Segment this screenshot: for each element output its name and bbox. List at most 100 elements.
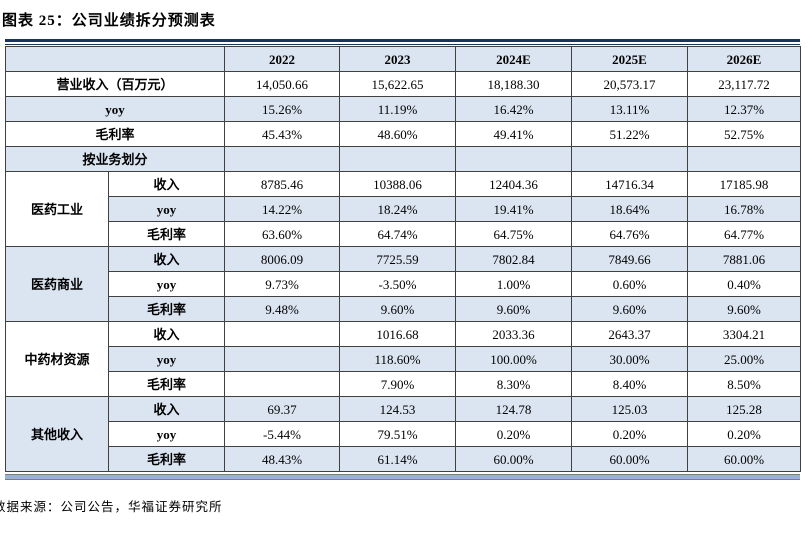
section-label: 医药工业 bbox=[5, 171, 109, 247]
metric-label: yoy bbox=[108, 421, 225, 447]
metric-label: yoy bbox=[108, 196, 225, 222]
value-cell: 0.20% bbox=[455, 421, 572, 447]
table-row: yoy 15.26% 11.19% 16.42% 13.11% 12.37% bbox=[5, 96, 801, 122]
value-cell: 7725.59 bbox=[339, 246, 456, 272]
metric-label: 毛利率 bbox=[108, 296, 225, 322]
value-cell: 14,050.66 bbox=[224, 71, 340, 97]
value-cell: 18,188.30 bbox=[455, 71, 572, 97]
value-cell: 7849.66 bbox=[571, 246, 688, 272]
value-cell: 64.75% bbox=[455, 221, 572, 247]
row-label: 营业收入（百万元） bbox=[5, 71, 225, 97]
table-row: 毛利率 45.43% 48.60% 49.41% 51.22% 52.75% bbox=[5, 121, 801, 147]
value-cell: 60.00% bbox=[571, 446, 688, 472]
empty-cell bbox=[687, 146, 801, 172]
metric-label: 收入 bbox=[108, 321, 225, 347]
header-empty-cell bbox=[5, 46, 225, 72]
empty-cell bbox=[455, 146, 572, 172]
row-label: 毛利率 bbox=[5, 121, 225, 147]
value-cell: 2643.37 bbox=[571, 321, 688, 347]
table-top-border-gap bbox=[5, 42, 800, 44]
value-cell: 30.00% bbox=[571, 346, 688, 372]
value-cell: 16.78% bbox=[687, 196, 801, 222]
value-cell: 7881.06 bbox=[687, 246, 801, 272]
metric-label: 收入 bbox=[108, 396, 225, 422]
metric-label: 毛利率 bbox=[108, 221, 225, 247]
value-cell: 25.00% bbox=[687, 346, 801, 372]
value-cell: 14.22% bbox=[224, 196, 340, 222]
value-cell: 18.24% bbox=[339, 196, 456, 222]
value-cell: 12.37% bbox=[687, 96, 801, 122]
value-cell: 52.75% bbox=[687, 121, 801, 147]
value-cell: 48.43% bbox=[224, 446, 340, 472]
value-cell: 13.11% bbox=[571, 96, 688, 122]
value-cell: 7.90% bbox=[339, 371, 456, 397]
value-cell: 0.20% bbox=[571, 421, 688, 447]
metric-label: yoy bbox=[108, 346, 225, 372]
table-row: yoy 118.60% 100.00% 30.00% 25.00% bbox=[5, 346, 801, 372]
section-label: 医药商业 bbox=[5, 246, 109, 322]
value-cell: 9.60% bbox=[339, 296, 456, 322]
value-cell: 12404.36 bbox=[455, 171, 572, 197]
value-cell: 15,622.65 bbox=[339, 71, 456, 97]
value-cell: 64.74% bbox=[339, 221, 456, 247]
value-cell: 0.60% bbox=[571, 271, 688, 297]
table-row: yoy 9.73% -3.50% 1.00% 0.60% 0.40% bbox=[5, 271, 801, 297]
empty-cell bbox=[339, 146, 456, 172]
value-cell: 16.42% bbox=[455, 96, 572, 122]
value-cell: 100.00% bbox=[455, 346, 572, 372]
metric-label: 毛利率 bbox=[108, 371, 225, 397]
value-cell bbox=[224, 321, 340, 347]
empty-cell bbox=[571, 146, 688, 172]
value-cell: 3304.21 bbox=[687, 321, 801, 347]
table-row: 毛利率 7.90% 8.30% 8.40% 8.50% bbox=[5, 371, 801, 397]
value-cell: 118.60% bbox=[339, 346, 456, 372]
value-cell: 8.50% bbox=[687, 371, 801, 397]
empty-cell bbox=[224, 146, 340, 172]
metric-label: yoy bbox=[108, 271, 225, 297]
year-header: 2026E bbox=[687, 46, 801, 72]
row-label: yoy bbox=[5, 96, 225, 122]
data-source-note: 数据来源：公司公告，华福证券研究所 bbox=[0, 500, 223, 514]
section-label: 中药材资源 bbox=[5, 321, 109, 397]
table-row: 医药工业 收入 8785.46 10388.06 12404.36 14716.… bbox=[5, 171, 801, 247]
value-cell: 23,117.72 bbox=[687, 71, 801, 97]
value-cell: 11.19% bbox=[339, 96, 456, 122]
value-cell: 125.28 bbox=[687, 396, 801, 422]
value-cell: 61.14% bbox=[339, 446, 456, 472]
value-cell: 69.37 bbox=[224, 396, 340, 422]
value-cell: 8785.46 bbox=[224, 171, 340, 197]
table-row: 中药材资源 收入 1016.68 2033.36 2643.37 3304.21 bbox=[5, 321, 801, 397]
value-cell: 9.60% bbox=[455, 296, 572, 322]
value-cell: 1016.68 bbox=[339, 321, 456, 347]
value-cell: 8.30% bbox=[455, 371, 572, 397]
value-cell: 64.77% bbox=[687, 221, 801, 247]
value-cell: 125.03 bbox=[571, 396, 688, 422]
value-cell: 9.60% bbox=[687, 296, 801, 322]
value-cell: 124.53 bbox=[339, 396, 456, 422]
value-cell: 7802.84 bbox=[455, 246, 572, 272]
value-cell: 2033.36 bbox=[455, 321, 572, 347]
table-row: yoy -5.44% 79.51% 0.20% 0.20% 0.20% bbox=[5, 421, 801, 447]
divider-row: 按业务划分 bbox=[5, 146, 801, 172]
table-header-row: 2022 2023 2024E 2025E 2026E bbox=[5, 46, 801, 72]
value-cell: 18.64% bbox=[571, 196, 688, 222]
figure-title: 图表 25：公司业绩拆分预测表 bbox=[2, 13, 216, 29]
value-cell: 45.43% bbox=[224, 121, 340, 147]
value-cell: 48.60% bbox=[339, 121, 456, 147]
value-cell: 17185.98 bbox=[687, 171, 801, 197]
metric-label: 收入 bbox=[108, 171, 225, 197]
year-header: 2025E bbox=[571, 46, 688, 72]
year-header: 2022 bbox=[224, 46, 340, 72]
metric-label: 收入 bbox=[108, 246, 225, 272]
value-cell: 79.51% bbox=[339, 421, 456, 447]
value-cell: 8006.09 bbox=[224, 246, 340, 272]
metric-label: 毛利率 bbox=[108, 446, 225, 472]
value-cell: 19.41% bbox=[455, 196, 572, 222]
table-bottom-border-band bbox=[5, 474, 800, 480]
value-cell: 0.40% bbox=[687, 271, 801, 297]
value-cell: 9.60% bbox=[571, 296, 688, 322]
value-cell: 14716.34 bbox=[571, 171, 688, 197]
value-cell: 60.00% bbox=[687, 446, 801, 472]
section-label: 其他收入 bbox=[5, 396, 109, 472]
value-cell: 124.78 bbox=[455, 396, 572, 422]
